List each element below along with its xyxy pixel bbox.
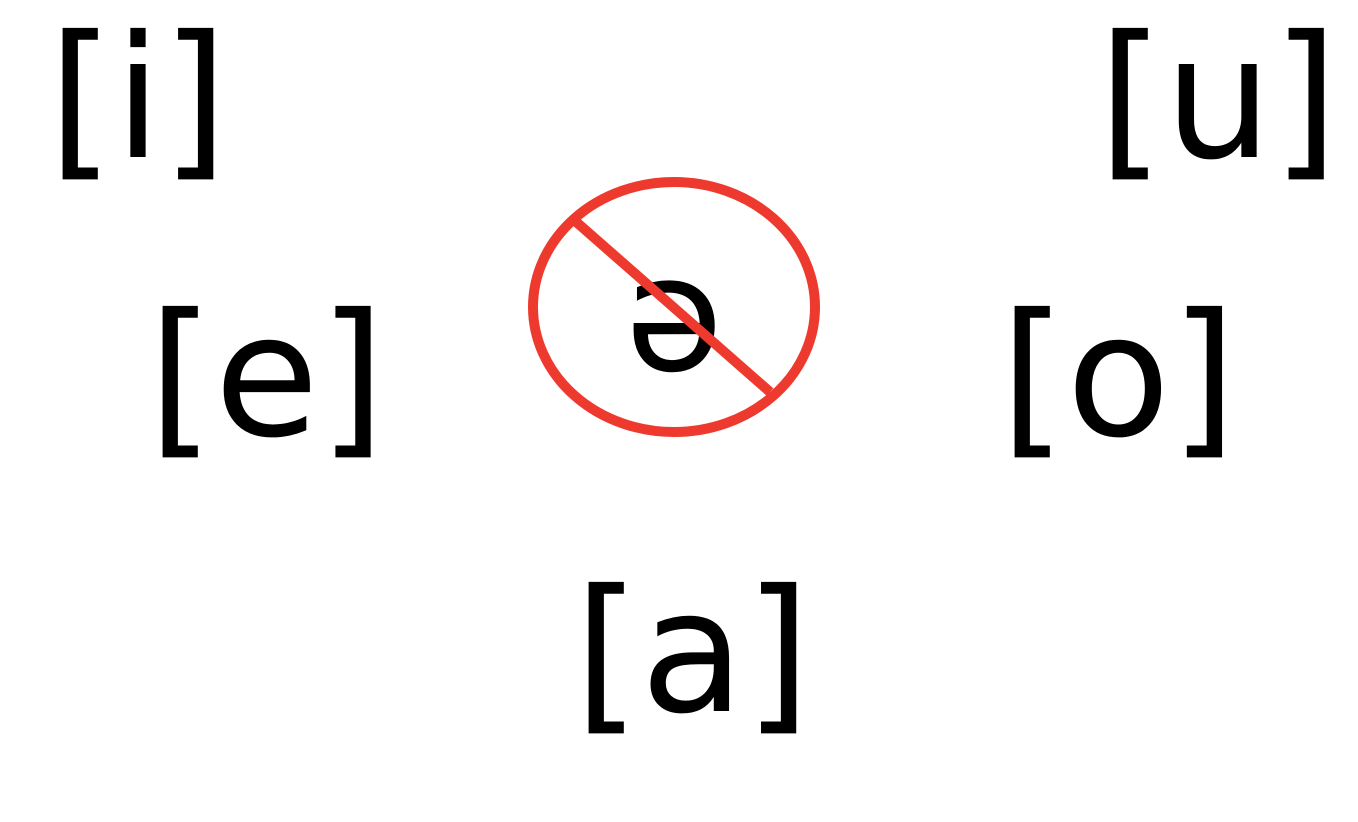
- prohibition-slash: [570, 216, 774, 396]
- prohibition-sign-icon: [528, 177, 820, 437]
- vowel-a: [a]: [574, 554, 811, 752]
- vowel-e: [e]: [148, 278, 386, 476]
- schwa-glyph-text: ə: [624, 221, 724, 408]
- vowel-i: [i]: [48, 0, 228, 198]
- vowel-u: [u]: [1098, 0, 1339, 198]
- schwa-symbol: ə: [524, 174, 824, 440]
- vowel-o: [o]: [1000, 278, 1237, 476]
- prohibition-circle: [528, 177, 820, 437]
